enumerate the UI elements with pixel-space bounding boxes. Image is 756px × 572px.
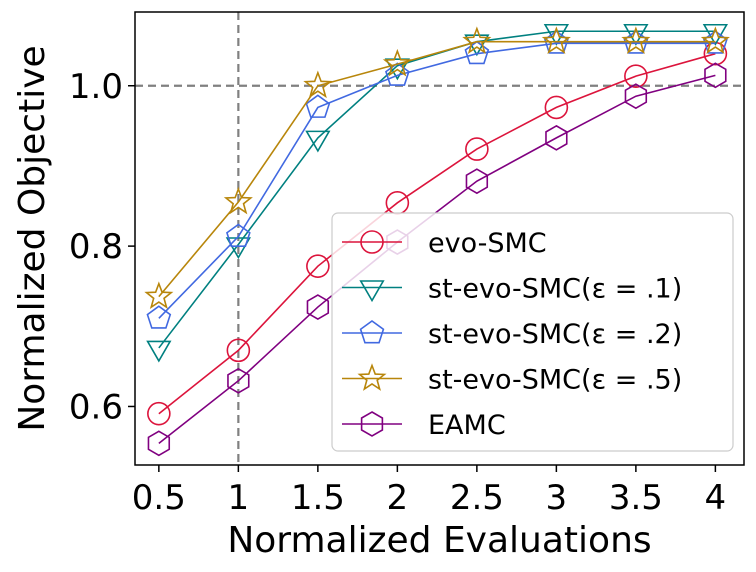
- data-point: [303, 70, 333, 99]
- data-point: [544, 95, 569, 120]
- x-tick-label: 3: [546, 478, 568, 518]
- legend-entry-1: st-evo-SMC(ε = .1): [342, 274, 682, 305]
- legend-label: st-evo-SMC(ε = .2): [428, 319, 682, 350]
- data-point: [545, 124, 568, 151]
- data-point: [305, 94, 331, 118]
- data-point: [624, 64, 648, 88]
- x-tick-label: 2: [387, 478, 409, 518]
- data-point: [385, 62, 410, 86]
- legend-label: evo-SMC: [428, 228, 547, 259]
- x-tick-label: 1.5: [291, 478, 345, 518]
- data-point: [146, 305, 172, 329]
- legend-label: EAMC: [428, 410, 506, 441]
- legend-marker: [359, 280, 385, 303]
- legend-marker: [357, 363, 387, 391]
- series-layer: [144, 23, 730, 457]
- data-point: [462, 26, 492, 55]
- data-point: [147, 401, 171, 426]
- legend: evo-SMC st-evo-SMC(ε = .1) st-evo-SMC(ε = …: [331, 212, 734, 452]
- y-axis-ticks: 0.6 0.8 1.0: [69, 67, 135, 427]
- legend-entry-2: st-evo-SMC(ε = .2): [342, 319, 682, 350]
- plot-frame: [134, 11, 745, 466]
- y-tick-label: 1.0: [69, 67, 123, 107]
- data-point: [306, 254, 330, 278]
- data-point: [465, 137, 489, 161]
- legend-entry-4: EAMC: [342, 410, 506, 441]
- series-line: [158, 52, 716, 415]
- x-tick-label: 3.5: [609, 478, 663, 518]
- x-tick-label: 2.5: [450, 478, 504, 518]
- legend-label: st-evo-SMC(ε = .1): [428, 274, 682, 305]
- data-point: [146, 340, 172, 363]
- x-tick-label: 1: [228, 478, 250, 518]
- x-tick-label: 0.5: [132, 478, 186, 518]
- data-point: [621, 26, 651, 55]
- data-point: [382, 48, 412, 77]
- data-point: [464, 40, 490, 65]
- data-point: [147, 430, 171, 457]
- legend-marker: [360, 230, 384, 254]
- legend-marker: [359, 320, 385, 344]
- data-point: [306, 294, 330, 320]
- legend-entry-3: st-evo-SMC(ε = .5): [342, 363, 682, 396]
- data-point: [305, 130, 331, 153]
- data-point: [700, 26, 730, 55]
- series-line: [158, 74, 716, 444]
- legend-marker: [360, 411, 384, 437]
- y-tick-label: 0.8: [69, 227, 123, 267]
- legend-label: st-evo-SMC(ε = .5): [428, 365, 682, 396]
- data-point: [225, 237, 251, 260]
- data-point: [223, 186, 253, 215]
- y-axis-label: Normalized Objective: [12, 45, 53, 431]
- series-line: [158, 40, 716, 298]
- legend-entry-0: evo-SMC: [342, 228, 547, 259]
- series-3: [144, 26, 730, 309]
- data-point: [465, 168, 489, 195]
- x-tick-label: 4: [705, 478, 727, 518]
- data-point: [227, 367, 250, 394]
- data-point: [624, 83, 648, 110]
- series-line: [158, 42, 716, 319]
- data-point: [144, 281, 174, 309]
- data-point: [704, 62, 727, 89]
- x-axis-ticks: 0.5 1 1.5 2 2.5 3 3.5 4: [132, 465, 726, 518]
- legend-box: [331, 212, 734, 452]
- data-point: [541, 26, 571, 55]
- y-tick-label: 0.6: [69, 387, 123, 427]
- data-point: [225, 223, 251, 247]
- data-point: [226, 338, 251, 363]
- x-axis-label: Normalized Evaluations: [227, 520, 651, 561]
